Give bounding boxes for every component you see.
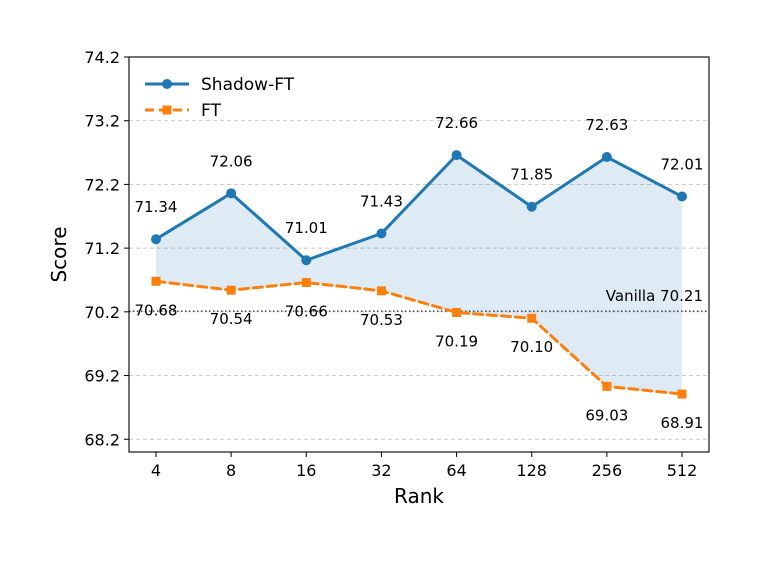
legend-label-shadow-ft: Shadow-FT <box>201 75 295 95</box>
data-point-ft <box>376 286 386 296</box>
data-point-ft <box>226 285 236 295</box>
y-tick-label: 70.2 <box>84 303 120 322</box>
data-point-ft <box>527 313 537 323</box>
series-line-shadow-ft <box>154 153 684 262</box>
axes-layer: 68.2 69.2 70.2 71.2 72.2 73.2 74.2 4 8 16 32 64 128 2… <box>47 48 710 508</box>
y-tick-label: 71.2 <box>84 239 120 258</box>
data-point-shadow-ft <box>601 152 612 163</box>
y-axis-title: Score <box>47 226 71 282</box>
data-label-ft: 70.54 <box>210 310 253 328</box>
data-point-ft <box>301 278 311 288</box>
data-point-shadow-ft <box>451 150 462 161</box>
legend: Shadow-FT FT <box>145 75 295 121</box>
series-line-ft <box>154 279 684 396</box>
y-tick-label: 72.2 <box>84 175 120 194</box>
data-label-ft: 70.68 <box>135 301 178 319</box>
data-label-ft: 69.03 <box>585 406 628 424</box>
y-tick-label: 74.2 <box>84 48 120 67</box>
series-layer <box>151 150 687 399</box>
data-label-ft: 70.53 <box>360 311 403 329</box>
reference-layer: Vanilla 70.21 <box>129 287 709 313</box>
y-tick-label: 73.2 <box>84 112 120 131</box>
data-point-ft <box>677 389 687 399</box>
x-tick-label: 64 <box>446 461 466 480</box>
x-tick-label: 8 <box>226 461 236 480</box>
data-point-ft <box>452 307 462 317</box>
legend-label-ft: FT <box>201 101 221 121</box>
data-label-shadow-ft: 72.01 <box>661 156 704 174</box>
x-tick-label: 512 <box>667 461 698 480</box>
data-label-ft: 68.91 <box>661 414 704 432</box>
data-point-ft <box>151 276 161 286</box>
data-point-shadow-ft <box>677 191 687 202</box>
data-label-shadow-ft: 72.06 <box>210 152 253 170</box>
data-label-shadow-ft: 72.66 <box>435 114 478 132</box>
x-tick-label: 4 <box>151 461 161 480</box>
vanilla-reference-label: Vanilla 70.21 <box>606 287 703 305</box>
data-point-shadow-ft <box>226 188 237 199</box>
data-label-ft: 70.10 <box>510 338 553 356</box>
plot-frame <box>128 56 710 453</box>
data-point-ft <box>602 381 612 391</box>
data-point-shadow-ft <box>151 234 161 245</box>
x-tick-label: 128 <box>516 461 547 480</box>
data-labels-layer: 71.34 72.06 71.01 71.43 72.66 71.85 72.63 72.01… <box>135 114 704 432</box>
x-tick-label: 32 <box>371 461 391 480</box>
x-tick-label: 16 <box>296 461 316 480</box>
y-tick-label: 68.2 <box>84 430 120 449</box>
data-point-shadow-ft <box>376 228 387 239</box>
x-tick-label: 256 <box>592 461 623 480</box>
data-label-shadow-ft: 71.43 <box>360 192 403 210</box>
y-tick-label: 69.2 <box>84 367 120 386</box>
data-point-shadow-ft <box>526 201 537 212</box>
data-point-shadow-ft <box>301 255 312 266</box>
legend-marker <box>162 105 172 115</box>
data-label-ft: 70.19 <box>435 332 478 350</box>
data-label-shadow-ft: 71.34 <box>135 198 178 216</box>
data-label-shadow-ft: 71.85 <box>510 166 553 184</box>
data-label-shadow-ft: 71.01 <box>285 219 328 237</box>
data-label-ft: 70.66 <box>285 303 328 321</box>
data-label-shadow-ft: 72.63 <box>585 116 628 134</box>
legend-marker <box>162 79 172 89</box>
x-axis-title: Rank <box>394 484 444 508</box>
